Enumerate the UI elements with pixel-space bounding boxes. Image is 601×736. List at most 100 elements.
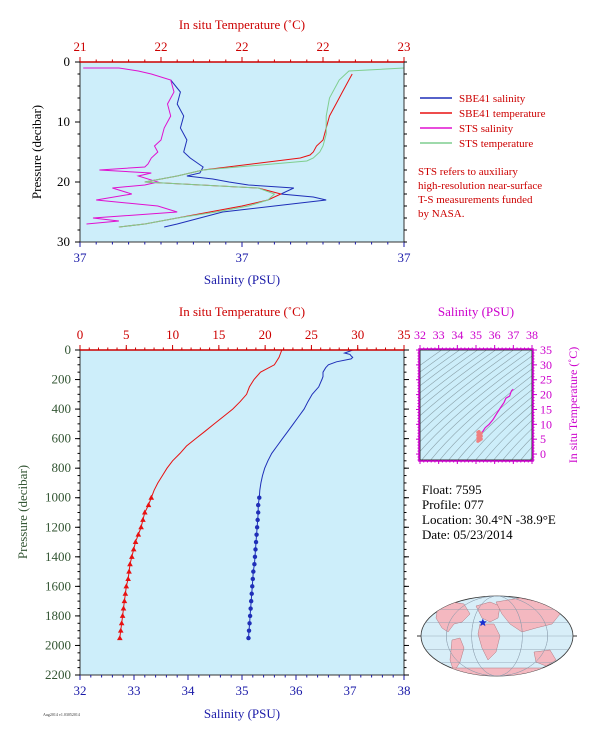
full-depth-bottom-tick-label: 33 (128, 683, 141, 698)
full-depth-top-tick-label: 5 (123, 327, 130, 342)
ts-top-axis-label: Salinity (PSU) (438, 304, 514, 319)
ts-series-group (420, 350, 532, 460)
map-landmass (533, 649, 557, 667)
temperature-point (120, 605, 127, 611)
ts-right-tick-label: 15 (540, 402, 552, 416)
ts-right-tick-label: 10 (540, 417, 552, 431)
ts-top-tick-label: 35 (470, 328, 482, 342)
legend-note-line: STS refers to auxiliary (418, 166, 518, 178)
temperature-point (129, 553, 135, 559)
density-isoline (420, 350, 532, 443)
footer-tag: Aug2014 v1.03052014 (43, 712, 80, 717)
ts-right-tick-label: 35 (540, 343, 552, 357)
temperature-point (138, 524, 144, 530)
near-surface-bottom-axis-label: Salinity (PSU) (204, 272, 280, 287)
density-isolines (420, 350, 532, 460)
density-isoline (420, 350, 515, 425)
salinity-point (254, 525, 260, 530)
full-depth-top-tick-label: 15 (212, 327, 225, 342)
full-depth-top-tick-label: 30 (351, 327, 364, 342)
full-depth-bottom-axis-label: Salinity (PSU) (204, 706, 280, 721)
salinity-point (248, 606, 253, 611)
density-isoline (420, 350, 497, 409)
near-surface-bottom-tick-label: 37 (74, 250, 88, 265)
salinity-point (253, 539, 259, 545)
salinity-point (248, 598, 254, 604)
temperature-point (140, 516, 146, 522)
density-isoline (430, 368, 532, 460)
ts-magenta-frame (418, 348, 534, 462)
salinity-point (255, 517, 260, 523)
near-surface-series-1 (164, 79, 327, 228)
full-depth-plot-area (80, 350, 404, 675)
salinity-point (250, 584, 255, 589)
temperature-point (148, 494, 155, 500)
full-depth-top-tick-label: 10 (166, 327, 179, 342)
near-surface-top-tick-label: 21 (74, 39, 87, 54)
temperature-point (121, 598, 128, 604)
near-surface-y-tick-label: 30 (57, 234, 70, 249)
full-depth-y-tick-label: 2200 (45, 667, 71, 682)
temperature-point (117, 627, 124, 633)
temperature-point (123, 583, 130, 589)
temperature-point (132, 539, 139, 545)
density-isoline (502, 428, 532, 460)
float-info: Float: 7595 Profile: 077 Location: 30.4°… (422, 482, 556, 542)
near-surface-y-tick-label: 20 (57, 174, 70, 189)
salinity-point (247, 613, 253, 619)
legend-label: SBE41 salinity (459, 93, 526, 105)
salinity-point (254, 532, 259, 537)
full-depth-y-tick-label: 600 (52, 431, 72, 446)
full-depth-y-tick-label: 1400 (45, 549, 71, 564)
full-depth-bottom-tick-label: 34 (182, 683, 196, 698)
float-id-text: Float: 7595 (422, 482, 482, 497)
full-depth-axes: 0 5 10 15 20 25 30 35 32 33 34 35 36 37 38 0 200 400 600 80… (45, 327, 411, 698)
world-map (417, 595, 577, 677)
ts-right-tick-label: 25 (540, 373, 552, 387)
temperature-profile-line (119, 349, 283, 639)
near-surface-top-axis-label: In situ Temperature (˚C) (179, 17, 305, 32)
full-depth-bottom-tick-label: 35 (236, 683, 249, 698)
full-depth-top-tick-label: 35 (398, 327, 411, 342)
temperature-point (127, 561, 133, 567)
date-text: Date: 05/23/2014 (422, 527, 513, 542)
density-isoline (466, 396, 532, 460)
legend-note-line: T-S measurements funded (418, 194, 533, 206)
density-isoline (439, 375, 532, 460)
density-isoline (420, 350, 443, 366)
profile-number-text: Profile: 077 (422, 497, 484, 512)
density-isoline (420, 355, 532, 452)
temperature-point (125, 575, 131, 581)
full-depth-top-axis-label: In situ Temperature (˚C) (179, 304, 305, 319)
map-landmass (477, 623, 501, 661)
full-depth-top-tick-label: 20 (259, 327, 272, 342)
legend-label: STS salinity (459, 123, 514, 135)
density-isoline (420, 350, 452, 373)
map-landmass (475, 601, 501, 623)
near-surface-bottom-tick-label: 37 (236, 250, 250, 265)
near-surface-top-tick-label: 22 (155, 39, 168, 54)
temperature-point (118, 620, 125, 626)
density-isoline (420, 350, 488, 401)
full-depth-y-tick-label: 1000 (45, 490, 71, 505)
temperature-point (126, 568, 132, 574)
salinity-point (252, 562, 257, 567)
float-location-marker (478, 618, 487, 627)
full-depth-y-tick-label: 1600 (45, 578, 71, 593)
full-depth-bottom-tick-label: 38 (398, 683, 411, 698)
full-depth-y-tick-label: 1800 (45, 608, 71, 623)
near-surface-series-4 (118, 67, 405, 228)
ts-top-tick-label: 32 (414, 328, 426, 342)
density-isoline (511, 437, 532, 460)
temperature-point (130, 546, 137, 552)
full-depth-y-tick-label: 2000 (45, 637, 71, 652)
density-isoline (493, 419, 532, 460)
full-depth-y-axis-label: Pressure (decibar) (15, 465, 30, 559)
near-surface-series-2 (118, 73, 353, 228)
density-isoline (420, 350, 524, 433)
salinity-point (256, 510, 261, 515)
temperature-point (117, 635, 123, 641)
near-surface-y-axis-label: Pressure (decibar) (29, 105, 44, 199)
